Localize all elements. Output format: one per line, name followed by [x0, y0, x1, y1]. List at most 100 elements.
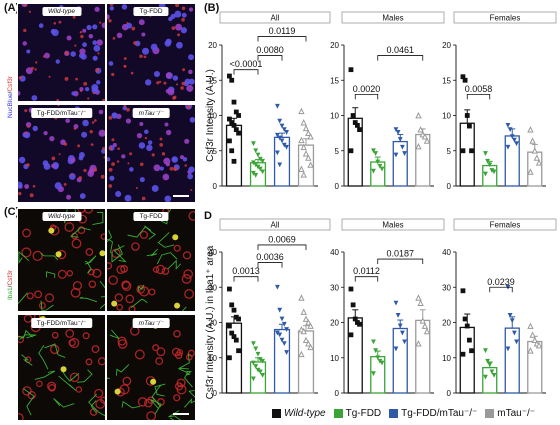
- data-point: [421, 133, 429, 140]
- data-point: [535, 159, 543, 166]
- data-point: [531, 336, 538, 344]
- csf3r-signal: [18, 76, 22, 80]
- csf3r-signal: [83, 81, 88, 86]
- significance-bracket: [257, 244, 307, 250]
- csf3r-signal: [83, 168, 87, 173]
- data-point: [307, 161, 314, 168]
- micrograph-label: Tg-FDD: [133, 7, 169, 16]
- legend-swatch: [333, 409, 343, 418]
- microglia-process: [44, 343, 66, 358]
- data-point: [483, 348, 488, 354]
- csf3r-cell: [117, 336, 127, 346]
- nucleus: [141, 32, 146, 37]
- microglia-process: [77, 369, 93, 383]
- y-tick-label: 5: [335, 147, 340, 156]
- csf3r-cell: [175, 382, 184, 391]
- y-tick-label: 5: [213, 147, 218, 156]
- y-tick-label: 20: [208, 319, 217, 328]
- data-point: [298, 294, 305, 301]
- nucleus: [153, 164, 161, 172]
- csf3r-signal: [42, 55, 46, 58]
- csf3r-cell: [72, 281, 83, 291]
- csf3r-signal: [23, 4, 27, 7]
- csf3r-signal: [56, 98, 60, 101]
- data-point: [371, 148, 376, 154]
- microglia-process: [181, 306, 187, 311]
- csf3r-signal: [63, 142, 68, 146]
- significance-bracket: [354, 276, 379, 282]
- nucleus: [101, 22, 105, 29]
- data-point: [251, 376, 256, 382]
- nucleus: [68, 172, 76, 180]
- microglia-process: [74, 209, 77, 216]
- data-point: [352, 120, 358, 125]
- nucleus: [164, 122, 169, 127]
- data-point: [298, 350, 305, 358]
- nucleus: [121, 4, 128, 10]
- nucleus: [25, 67, 33, 75]
- csf3r-cell: [147, 396, 155, 404]
- nucleus: [54, 182, 62, 190]
- csf3r-cell: [51, 331, 59, 339]
- p-value-label: 0.0013: [232, 266, 260, 276]
- nucleus: [188, 166, 195, 173]
- data-point: [402, 151, 407, 156]
- data-point: [511, 330, 517, 336]
- csf3r-cell: [128, 305, 136, 311]
- microglia-process: [99, 280, 105, 298]
- significance-bracket: [377, 55, 424, 61]
- microglia-soma: [172, 234, 179, 241]
- data-point: [485, 358, 491, 364]
- nucleus: [139, 121, 144, 126]
- nucleus: [182, 156, 188, 162]
- csf3r-signal: [57, 105, 60, 107]
- nucleus: [174, 10, 182, 18]
- p-value-label: 0.0036: [256, 252, 284, 262]
- csf3r-cell: [161, 267, 170, 275]
- csf3r-signal: [89, 130, 93, 134]
- csf3r-signal: [53, 21, 57, 25]
- csf3r-signal: [78, 176, 82, 180]
- data-point: [279, 123, 285, 129]
- y-tick-label: 40: [442, 248, 451, 257]
- nucleus: [145, 79, 152, 86]
- data-point: [485, 158, 491, 164]
- csf3r-cell: [173, 394, 181, 402]
- csf3r-signal: [151, 153, 155, 157]
- y-tick-label: 0: [447, 182, 452, 191]
- legend-item-mtau: mTau⁻/⁻: [485, 408, 535, 419]
- data-point: [379, 360, 385, 366]
- nucleus: [24, 184, 30, 189]
- csf3r-signal: [181, 6, 186, 11]
- data-point: [507, 313, 513, 318]
- nucleus: [165, 72, 172, 79]
- csf3r-signal: [92, 91, 96, 95]
- data-point: [233, 109, 239, 115]
- csf3r-signal: [177, 33, 181, 37]
- data-point: [397, 323, 403, 329]
- data-point: [279, 337, 285, 343]
- data-point: [257, 156, 263, 162]
- data-point: [395, 313, 401, 318]
- nucleus: [80, 53, 87, 60]
- data-point: [284, 144, 289, 150]
- microglia-process: [107, 238, 113, 253]
- nucleus: [81, 131, 88, 138]
- csf3r-cell: [121, 281, 132, 291]
- panel-label-d: D: [204, 210, 212, 222]
- csf3r-cell: [116, 303, 124, 311]
- data-point: [307, 133, 314, 140]
- csf3r-cell: [94, 388, 104, 399]
- microglia-process: [91, 400, 97, 413]
- csf3r-signal: [175, 83, 179, 86]
- nucleus: [121, 154, 126, 159]
- csf3r-cell: [38, 302, 46, 310]
- csf3r-signal: [158, 80, 162, 84]
- significance-bracket: [233, 276, 259, 282]
- data-point: [395, 130, 401, 135]
- data-point: [255, 351, 261, 357]
- nucleus: [43, 52, 50, 59]
- nucleus: [92, 40, 98, 46]
- nucleus: [189, 117, 195, 123]
- csf3r-cell: [77, 209, 86, 214]
